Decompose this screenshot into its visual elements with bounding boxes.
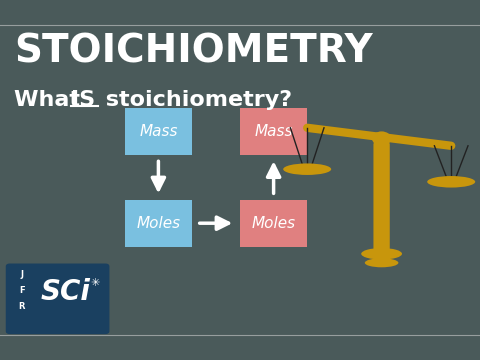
Text: SCi: SCi	[41, 278, 91, 306]
Ellipse shape	[283, 163, 331, 175]
Text: ✳: ✳	[90, 278, 100, 288]
Ellipse shape	[361, 248, 402, 260]
Ellipse shape	[372, 131, 391, 146]
FancyBboxPatch shape	[125, 108, 192, 155]
Ellipse shape	[427, 176, 475, 188]
Text: Mass: Mass	[254, 124, 293, 139]
FancyBboxPatch shape	[373, 143, 390, 253]
Text: Moles: Moles	[136, 216, 180, 231]
Text: IS: IS	[71, 90, 95, 110]
FancyBboxPatch shape	[240, 108, 307, 155]
FancyBboxPatch shape	[125, 200, 192, 247]
FancyBboxPatch shape	[6, 264, 109, 334]
Text: What: What	[14, 90, 88, 110]
Ellipse shape	[365, 258, 398, 267]
FancyBboxPatch shape	[240, 200, 307, 247]
Text: F: F	[19, 286, 24, 295]
Text: stoichiometry?: stoichiometry?	[98, 90, 292, 110]
Text: STOICHIOMETRY: STOICHIOMETRY	[14, 32, 373, 71]
Text: R: R	[18, 302, 25, 311]
Text: Moles: Moles	[252, 216, 296, 231]
Text: J: J	[20, 270, 23, 279]
Text: Mass: Mass	[139, 124, 178, 139]
